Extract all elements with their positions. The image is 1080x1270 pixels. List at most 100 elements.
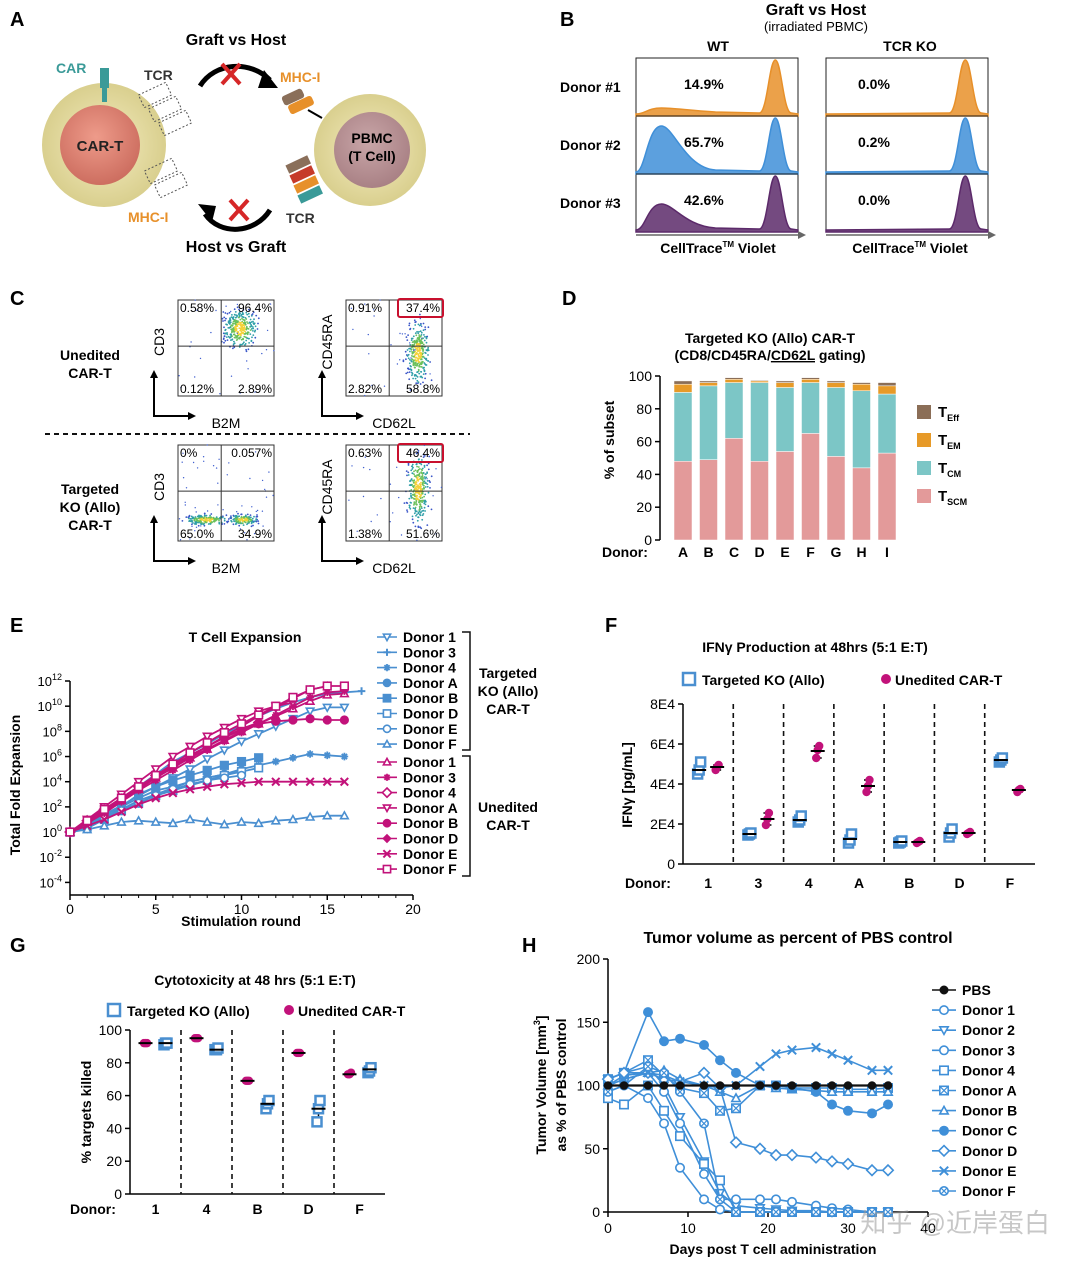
flow-event xyxy=(414,366,416,369)
x-tick-label: 40 xyxy=(920,1220,936,1236)
x-tick-label: 0 xyxy=(66,901,74,917)
flow-event xyxy=(406,371,409,374)
data-point xyxy=(827,1081,837,1090)
data-point xyxy=(150,816,161,826)
flow-event xyxy=(249,321,252,324)
flow-event xyxy=(415,510,418,513)
data-point xyxy=(134,799,144,809)
flow-event xyxy=(409,479,412,482)
legend-marker xyxy=(382,678,392,688)
flow-event-sparse xyxy=(252,520,255,522)
data-point xyxy=(339,777,349,787)
bar-segment-tscm xyxy=(750,461,769,541)
data-point xyxy=(340,752,349,761)
data-point xyxy=(714,1204,725,1215)
flow-event-sparse xyxy=(414,349,416,351)
flow-event xyxy=(224,319,226,322)
data-point-cross xyxy=(676,1088,684,1096)
flow-event xyxy=(422,381,424,384)
data-point xyxy=(842,1105,853,1116)
flow-event-sparse xyxy=(244,532,246,534)
col-header-tcrko: TCR KO xyxy=(883,38,937,54)
quadrant-lr: 2.89% xyxy=(238,382,272,396)
flow-event xyxy=(209,522,212,525)
flow-event-sparse xyxy=(253,532,256,535)
quadrant-ur: 96.4% xyxy=(238,301,272,315)
flow-event-sparse xyxy=(350,307,353,309)
flow-event xyxy=(425,357,428,360)
flow-event xyxy=(427,491,430,494)
x-arrow-wt-head xyxy=(798,231,806,239)
flow-event xyxy=(234,514,237,517)
flow-event-sparse xyxy=(239,392,241,394)
series-line xyxy=(607,1071,888,1172)
flow-event xyxy=(408,324,411,327)
flow-event-sparse xyxy=(246,360,248,362)
legend-label: Donor 1 xyxy=(403,754,456,770)
flow-event xyxy=(416,340,419,343)
data-point xyxy=(339,715,350,725)
flow-event xyxy=(419,349,422,351)
flow-frame xyxy=(177,299,275,397)
bar-segment-tem xyxy=(699,382,718,387)
flow-event xyxy=(242,316,245,319)
flow-event xyxy=(242,323,245,326)
panel-a: A CAR-T CAR TCR MHC-I Graft vs Host MHC-… xyxy=(10,9,426,256)
flow-event xyxy=(413,470,415,473)
flow-event xyxy=(252,524,254,527)
flow-event xyxy=(235,516,237,519)
flow-event xyxy=(418,475,421,478)
axis-label-wt: CellTraceTM Violet xyxy=(660,240,776,256)
flow-event xyxy=(421,355,424,358)
data-point xyxy=(642,1007,653,1018)
legend-swatch xyxy=(917,433,931,447)
flow-event xyxy=(426,485,429,488)
flow-event xyxy=(247,328,250,330)
data-point xyxy=(322,810,333,820)
flow-event-sparse xyxy=(413,349,415,352)
flow-event-sparse xyxy=(426,478,428,480)
flow-event xyxy=(415,496,418,498)
data-point-cross xyxy=(644,1063,652,1070)
data-point xyxy=(254,753,264,763)
flow-event xyxy=(255,516,258,518)
flow-event xyxy=(252,311,255,314)
data-point xyxy=(340,687,349,695)
legend-marker xyxy=(938,1125,949,1136)
flow-event xyxy=(418,347,421,350)
flow-event xyxy=(243,516,246,519)
flow-event-sparse xyxy=(264,488,266,491)
flow-event xyxy=(422,476,424,479)
x-tick-label: 3 xyxy=(755,875,763,891)
flow-event xyxy=(426,464,428,467)
flow-event xyxy=(426,524,429,526)
data-point xyxy=(658,1118,669,1129)
flow-event xyxy=(413,501,416,504)
flow-event-sparse xyxy=(212,465,215,467)
flow-event-sparse xyxy=(184,501,186,503)
flow-event-sparse xyxy=(369,468,371,471)
flow-event xyxy=(248,342,251,344)
data-point xyxy=(184,742,196,752)
panel-letter: B xyxy=(560,9,574,31)
y-axis-label-2: as % of PBS control xyxy=(553,1018,569,1151)
flow-event xyxy=(407,474,410,476)
flow-event xyxy=(256,514,258,516)
data-point xyxy=(658,1036,669,1047)
flow-event-sparse xyxy=(390,344,392,346)
data-point xyxy=(253,817,264,828)
bar-segment-tem xyxy=(724,379,744,383)
data-point xyxy=(730,1194,741,1205)
data-point xyxy=(322,715,332,725)
percentage-label: 0.0% xyxy=(858,76,890,92)
flow-event xyxy=(413,340,416,342)
data-point xyxy=(881,1163,895,1177)
data-point xyxy=(339,703,350,713)
flow-event xyxy=(246,523,248,526)
flow-event-sparse xyxy=(219,393,221,395)
flow-event xyxy=(427,326,430,329)
x-axis-label: CD62L xyxy=(372,560,416,576)
flow-event xyxy=(199,523,202,525)
legend-label: Donor A xyxy=(403,800,458,816)
legend-marker xyxy=(382,738,392,748)
